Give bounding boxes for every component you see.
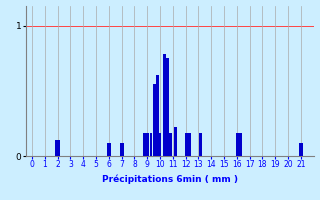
Bar bbox=[156, 75, 159, 156]
Bar bbox=[147, 133, 149, 156]
Bar bbox=[188, 133, 191, 156]
Bar bbox=[159, 133, 161, 156]
Bar bbox=[299, 143, 303, 156]
Bar bbox=[239, 133, 242, 156]
Bar bbox=[150, 133, 152, 156]
Bar bbox=[153, 84, 156, 156]
Bar bbox=[55, 140, 60, 156]
Bar bbox=[174, 127, 177, 156]
Bar bbox=[236, 133, 239, 156]
Bar bbox=[166, 58, 169, 156]
Bar bbox=[120, 143, 124, 156]
Bar bbox=[185, 133, 188, 156]
Bar bbox=[169, 133, 172, 156]
Bar bbox=[163, 54, 166, 156]
Bar bbox=[199, 133, 202, 156]
Bar bbox=[143, 133, 146, 156]
X-axis label: Précipitations 6min ( mm ): Précipitations 6min ( mm ) bbox=[102, 175, 237, 184]
Bar bbox=[107, 143, 111, 156]
